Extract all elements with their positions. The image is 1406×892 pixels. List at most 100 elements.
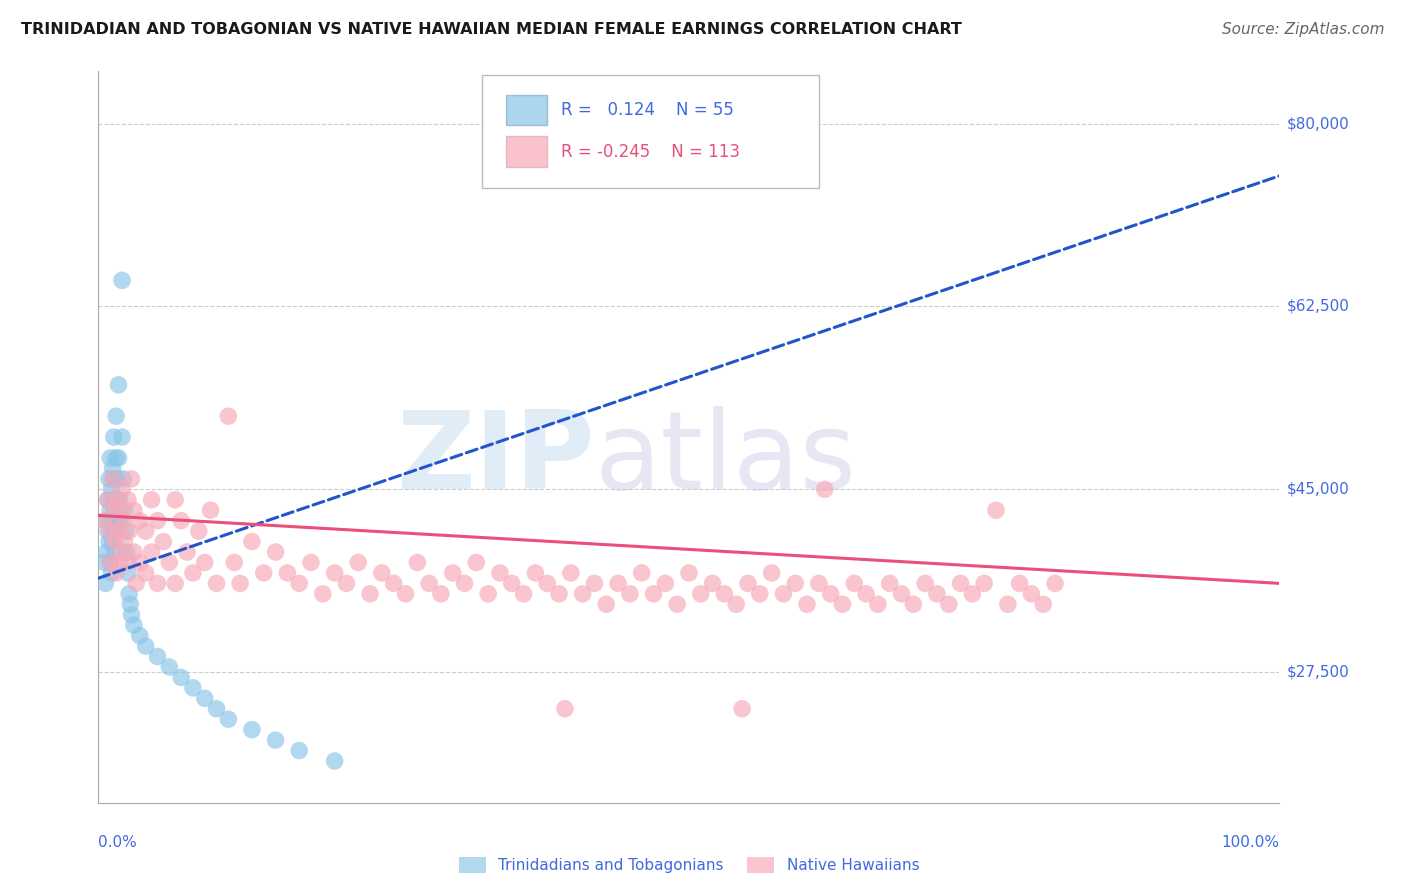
Point <box>973 576 995 591</box>
Point <box>97 492 120 507</box>
Text: ZIP: ZIP <box>396 406 595 512</box>
Point <box>170 670 193 684</box>
Point <box>554 702 576 716</box>
Point <box>323 566 346 580</box>
Point <box>94 576 117 591</box>
Point <box>101 534 124 549</box>
Point <box>643 587 665 601</box>
Point <box>903 597 925 611</box>
Point <box>194 556 217 570</box>
Point <box>205 576 228 591</box>
Point <box>571 587 593 601</box>
Text: $80,000: $80,000 <box>1286 116 1350 131</box>
Point <box>382 576 405 591</box>
Point <box>253 566 276 580</box>
Point <box>105 450 128 465</box>
Point <box>101 492 124 507</box>
Point <box>121 472 143 486</box>
Point <box>135 639 157 653</box>
Text: Source: ZipAtlas.com: Source: ZipAtlas.com <box>1222 22 1385 37</box>
Point <box>98 503 121 517</box>
Text: $45,000: $45,000 <box>1286 482 1350 497</box>
Point <box>128 629 150 643</box>
Point <box>100 514 122 528</box>
Point <box>607 576 630 591</box>
Point <box>200 503 222 517</box>
Point <box>323 754 346 768</box>
Point <box>548 587 571 601</box>
Point <box>181 681 204 695</box>
Point <box>170 514 193 528</box>
Bar <box>506 95 547 126</box>
Point <box>112 534 135 549</box>
Point <box>98 556 121 570</box>
Point <box>194 691 217 706</box>
Point <box>122 503 145 517</box>
Text: R = -0.245    N = 113: R = -0.245 N = 113 <box>561 143 741 161</box>
Point <box>103 430 125 444</box>
Point <box>98 472 121 486</box>
Point <box>217 409 239 424</box>
Point <box>103 472 125 486</box>
Point <box>98 556 121 570</box>
Point <box>890 587 912 601</box>
Point <box>217 712 239 726</box>
Point <box>122 545 145 559</box>
Point <box>240 723 263 737</box>
Point <box>128 556 150 570</box>
Point <box>104 545 127 559</box>
Point <box>394 587 416 601</box>
Point <box>654 576 676 591</box>
Point <box>689 587 711 601</box>
Point <box>1021 587 1043 601</box>
Point <box>112 472 135 486</box>
Point <box>101 461 124 475</box>
Text: TRINIDADIAN AND TOBAGONIAN VS NATIVE HAWAIIAN MEDIAN FEMALE EARNINGS CORRELATION: TRINIDADIAN AND TOBAGONIAN VS NATIVE HAW… <box>21 22 962 37</box>
Point <box>103 503 125 517</box>
Point <box>111 545 134 559</box>
Point <box>772 587 794 601</box>
Point <box>96 514 118 528</box>
Point <box>96 545 118 559</box>
Point <box>93 556 115 570</box>
Point <box>165 576 187 591</box>
Point <box>583 576 606 591</box>
Point <box>165 492 187 507</box>
Point <box>118 524 141 538</box>
Point <box>1008 576 1031 591</box>
Point <box>93 514 115 528</box>
Point <box>785 576 807 591</box>
Point <box>371 566 394 580</box>
Legend: Trinidadians and Tobagonians, Native Hawaiians: Trinidadians and Tobagonians, Native Haw… <box>453 851 925 880</box>
Point <box>112 514 135 528</box>
Point <box>105 472 128 486</box>
Point <box>288 576 311 591</box>
Point <box>108 492 131 507</box>
Point <box>512 587 534 601</box>
Point <box>276 566 298 580</box>
Point <box>807 576 830 591</box>
Point <box>107 377 129 392</box>
Point <box>925 587 948 601</box>
Point <box>157 660 180 674</box>
Point <box>157 556 180 570</box>
Point <box>347 556 370 570</box>
Point <box>560 566 582 580</box>
Point <box>146 514 169 528</box>
Point <box>418 576 440 591</box>
Point <box>678 566 700 580</box>
Text: 0.0%: 0.0% <box>98 836 138 850</box>
Point <box>110 514 132 528</box>
Point <box>630 566 652 580</box>
Point <box>666 597 689 611</box>
Point <box>737 576 759 591</box>
Point <box>121 607 143 622</box>
Point <box>111 273 134 287</box>
Point <box>141 492 163 507</box>
Point <box>135 524 157 538</box>
Point <box>98 534 121 549</box>
Point <box>962 587 984 601</box>
Point <box>288 743 311 757</box>
Point <box>229 576 252 591</box>
Point <box>117 556 139 570</box>
